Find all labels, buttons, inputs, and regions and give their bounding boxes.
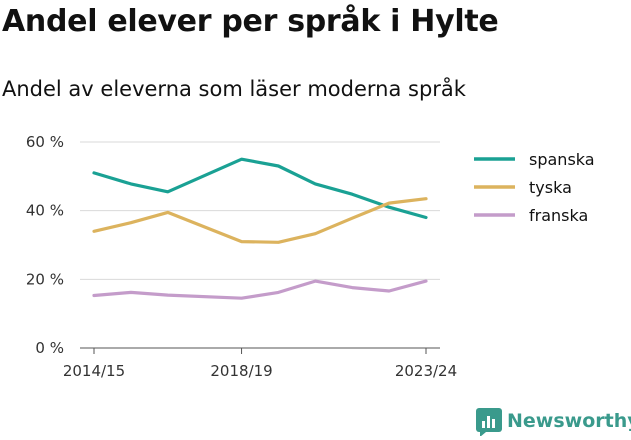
series-line-spanska <box>92 157 428 220</box>
y-tick-label: 0 % <box>35 339 64 357</box>
chart-title: Andel elever per språk i Hylte <box>2 4 499 39</box>
x-tick-label: 2014/15 <box>63 362 125 380</box>
legend-label-tyska: tyska <box>529 178 572 197</box>
y-tick-label: 40 % <box>26 202 64 220</box>
brand-name: Newsworthy <box>507 410 631 432</box>
chart-subtitle: Andel av eleverna som läser moderna språ… <box>2 77 466 101</box>
x-tick-label: 2023/24 <box>395 362 457 380</box>
x-tick-label: 2018/19 <box>210 362 272 380</box>
y-tick-label: 60 % <box>26 133 64 151</box>
legend-label-franska: franska <box>529 206 588 225</box>
newsworthy-logo-icon <box>476 408 502 437</box>
series-line-tyska <box>92 197 428 244</box>
newsworthy-brand[interactable]: Newsworthy <box>476 408 631 438</box>
legend-label-spanska: spanska <box>529 150 595 169</box>
y-tick-label: 20 % <box>26 270 64 288</box>
series-line-franska <box>92 279 428 300</box>
